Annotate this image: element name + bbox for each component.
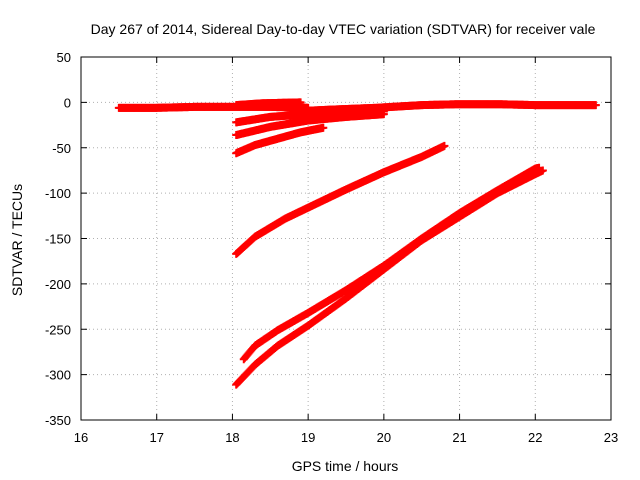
- x-tick-label: 21: [452, 430, 466, 445]
- data-point: [319, 123, 328, 132]
- y-tick-label: 50: [57, 50, 71, 65]
- chart-title: Day 267 of 2014, Sidereal Day-to-day VTE…: [91, 21, 596, 37]
- y-tick-label: 0: [64, 95, 71, 110]
- data-point: [440, 141, 449, 150]
- y-tick-label: -50: [52, 141, 71, 156]
- data-point: [379, 110, 388, 119]
- series-arc-5: [232, 110, 388, 140]
- data-points: [114, 98, 600, 389]
- y-axis-label: SDTVAR / TECUs: [9, 184, 25, 296]
- x-tick-label: 23: [604, 430, 618, 445]
- axis-ticks: 16 17 18 19 20 21 22 23 50 0 -50 -100 -150 -200 -250 -3…: [45, 50, 618, 445]
- y-tick-label: -150: [45, 232, 71, 247]
- x-tick-label: 17: [149, 430, 163, 445]
- y-tick-label: -100: [45, 186, 71, 201]
- y-tick-label: -350: [45, 413, 71, 428]
- y-tick-label: -200: [45, 277, 71, 292]
- y-tick-label: -250: [45, 322, 71, 337]
- x-tick-label: 22: [528, 430, 542, 445]
- x-tick-label: 16: [74, 430, 88, 445]
- series-arc-6: [232, 123, 328, 158]
- data-point: [538, 166, 547, 175]
- data-point: [296, 98, 305, 107]
- x-tick-label: 18: [225, 430, 239, 445]
- series-arc-2: [232, 98, 305, 110]
- data-point: [591, 101, 600, 110]
- series-arc-7: [232, 141, 449, 258]
- x-tick-label: 20: [377, 430, 391, 445]
- series-arc-9: [232, 166, 547, 389]
- x-tick-label: 19: [301, 430, 315, 445]
- x-axis-label: GPS time / hours: [292, 458, 399, 474]
- y-tick-label: -300: [45, 368, 71, 383]
